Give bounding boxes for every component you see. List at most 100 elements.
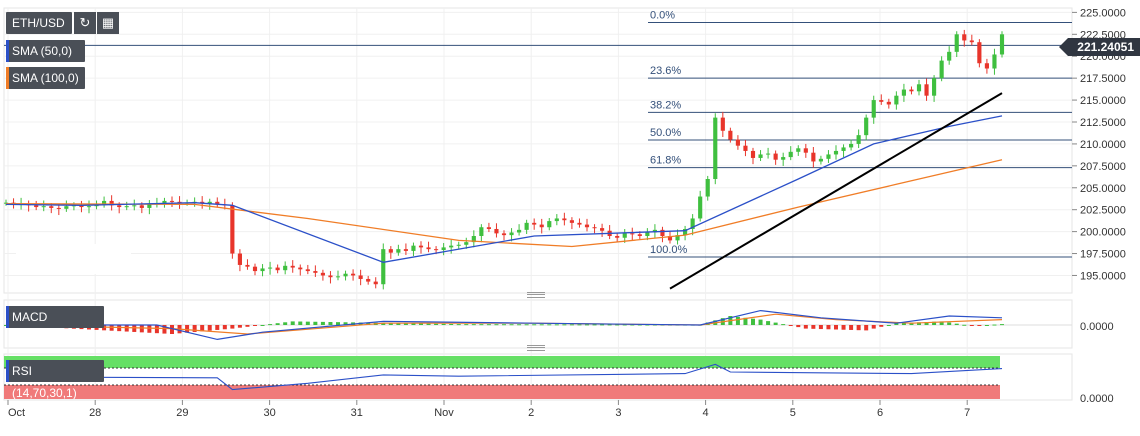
indicator-sma-50[interactable]: SMA (50,0) (6, 40, 85, 62)
candle-body (622, 233, 627, 238)
candle-body (524, 222, 529, 230)
sma-50-line (5, 115, 1003, 263)
candle-body (969, 40, 974, 43)
macd-hist-bar (290, 321, 295, 325)
candle-body (886, 101, 891, 105)
candle-body (954, 34, 959, 52)
candle-body (351, 273, 356, 276)
rsi-label[interactable]: RSI (14,70,30,1) (6, 360, 104, 400)
macd-hist-bar (962, 324, 967, 326)
macd-hist-bar (622, 324, 627, 326)
x-tick-label: 3 (615, 407, 621, 419)
macd-hist-bar (811, 325, 816, 329)
macd-hist-bar (569, 324, 574, 326)
candle-body (434, 249, 439, 251)
candle-body (3, 202, 9, 204)
x-tick-label: 7 (964, 407, 970, 419)
candle-body (207, 201, 212, 204)
candle-body (999, 34, 1005, 55)
candle-body (441, 247, 446, 251)
candle-body (373, 281, 378, 285)
candle-body (788, 151, 793, 158)
candle-body (637, 234, 642, 236)
fib-level-label: 61.8% (650, 155, 681, 167)
candle-body (335, 276, 341, 278)
candle-body (645, 232, 650, 236)
fib-level-label: 0.0% (650, 9, 675, 21)
macd-hist-bar (132, 325, 137, 332)
macd-hist-bar (901, 322, 906, 325)
pane-resize-handle-macd[interactable] (527, 292, 545, 298)
candle-body (162, 200, 167, 204)
refresh-icon[interactable]: ↻ (74, 12, 96, 34)
fib-level-label: 38.2% (650, 99, 681, 111)
candle-body (298, 267, 303, 270)
macd-hist-bar (200, 325, 205, 332)
candle-body (456, 244, 461, 246)
fib-level-label: 100.0% (650, 244, 688, 256)
macd-hist-bar (192, 325, 197, 332)
macd-hist-bar (245, 325, 250, 327)
candle-body (79, 205, 84, 208)
macd-hist-bar (283, 322, 288, 325)
macd-hist-bar (170, 325, 174, 334)
macd-label[interactable]: MACD (12,26,9) (6, 306, 104, 346)
pane-resize-handle-rsi[interactable] (527, 345, 545, 351)
macd-hist-bar (600, 324, 605, 326)
macd-hist-bar (977, 325, 982, 326)
macd-hist-bar (818, 325, 823, 330)
candle-body (411, 245, 416, 251)
macd-hist-bar (992, 324, 997, 326)
macd-hist-bar (139, 325, 144, 333)
candle-body (615, 236, 620, 238)
macd-hist-bar (124, 325, 129, 332)
macd-hist-bar (494, 324, 499, 326)
macd-hist-bar (207, 325, 212, 331)
candle-body (124, 206, 129, 208)
candle-body (169, 200, 175, 202)
macd-hist-bar (396, 323, 401, 325)
candle-body (600, 228, 605, 231)
macd-hist-bar (185, 325, 190, 333)
macd-hist-bar (426, 323, 431, 325)
candle-body (713, 117, 718, 179)
y-tick-label: 212.5000 (1080, 117, 1126, 129)
rsi-oversold-zone (4, 385, 1000, 399)
macd-hist-bar (147, 325, 152, 333)
fib-level-label: 23.6% (650, 65, 681, 77)
candle-body (471, 236, 476, 243)
candle-body (796, 148, 801, 152)
macd-hist-bar (486, 324, 491, 326)
macd-hist-bar (343, 322, 348, 325)
indicator-sma-100[interactable]: SMA (100,0) (6, 67, 85, 89)
macd-hist-bar (456, 324, 461, 326)
candle-body (735, 139, 740, 146)
macd-hist-bar (1000, 324, 1004, 326)
macd-hist-bar (517, 324, 522, 326)
candle-body (139, 205, 144, 208)
y-tick-label: 205.0000 (1080, 183, 1126, 195)
candle-body (147, 204, 152, 208)
candle-body (109, 200, 114, 206)
candle-body (117, 205, 122, 208)
macd-hist-bar (826, 325, 831, 330)
y-tick-label: 217.5000 (1080, 73, 1126, 85)
macd-hist-bar (449, 323, 454, 325)
candle-body (426, 247, 431, 250)
macd-hist-bar (864, 325, 869, 331)
macd-hist-bar (856, 325, 861, 331)
calendar-icon[interactable]: ▦ (97, 12, 119, 34)
candle-body (532, 222, 537, 225)
macd-hist-bar (932, 321, 937, 325)
symbol-label[interactable]: ETH/USD (6, 12, 72, 34)
macd-hist-bar (592, 324, 597, 326)
x-tick-label: 4 (703, 407, 709, 419)
macd-hist-bar (939, 321, 944, 325)
macd-hist-bar (471, 324, 476, 326)
candle-body (49, 206, 54, 208)
macd-hist-bar (260, 325, 265, 326)
y-tick-label: 195.0000 (1080, 270, 1126, 282)
candle-body (539, 224, 544, 228)
macd-hist-bar (766, 321, 771, 325)
